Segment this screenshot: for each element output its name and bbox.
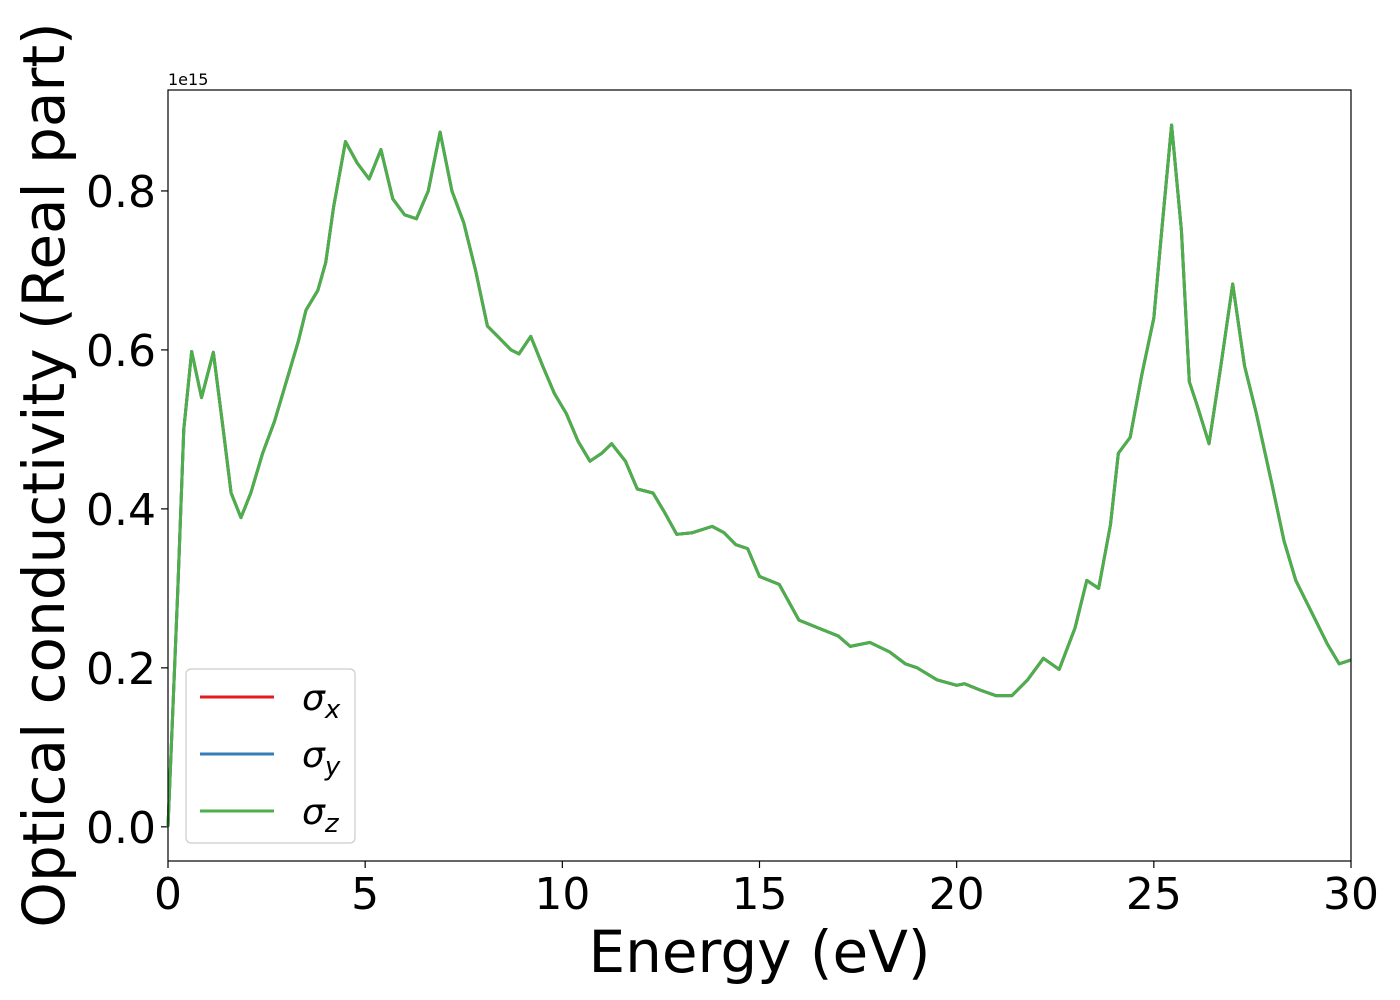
x-tick-label: 30: [1323, 869, 1379, 920]
legend-label: σy: [302, 735, 341, 782]
y-tick-label: 0.2: [86, 644, 156, 695]
x-tick-label: 10: [534, 869, 590, 920]
x-tick-label: 0: [154, 869, 182, 920]
legend-label: σz: [302, 792, 340, 839]
legend-label: σx: [302, 678, 341, 725]
x-tick-label: 25: [1126, 869, 1182, 920]
y-tick-label: 0.0: [86, 803, 156, 854]
x-tick-label: 20: [929, 869, 985, 920]
y-tick-label: 0.8: [86, 167, 156, 218]
x-tick-label: 15: [732, 869, 788, 920]
y-tick-label: 0.4: [86, 485, 156, 536]
y-axis-label: Optical conductivity (Real part): [10, 22, 78, 927]
legend-box: [185, 668, 356, 844]
x-axis-label: Energy (eV): [588, 918, 930, 986]
y-tick-label: 0.6: [86, 326, 156, 377]
series-line: [166, 123, 1352, 827]
y-offset-text: 1e15: [168, 70, 208, 89]
plot-frame: [167, 89, 1352, 862]
x-tick-label: 5: [351, 869, 379, 920]
